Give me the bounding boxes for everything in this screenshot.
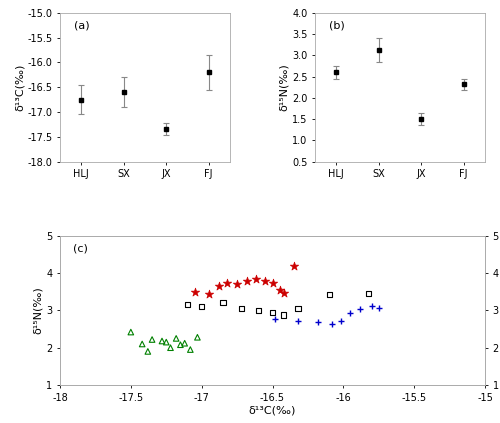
Point: [268, 309, 276, 316]
Point: [186, 346, 194, 353]
Point: [190, 288, 198, 295]
Point: [138, 341, 146, 347]
Point: [184, 302, 192, 308]
Point: [243, 277, 251, 284]
Point: [325, 291, 333, 298]
Point: [268, 279, 276, 286]
Text: (a): (a): [74, 20, 89, 30]
Point: [328, 320, 336, 327]
Point: [365, 290, 373, 297]
Point: [162, 339, 170, 346]
Point: [346, 310, 354, 317]
Point: [223, 279, 231, 286]
Y-axis label: δ¹⁵N(‰): δ¹⁵N(‰): [279, 63, 289, 111]
Point: [254, 307, 262, 314]
Point: [219, 299, 227, 306]
Point: [172, 335, 180, 342]
Point: [314, 319, 322, 326]
Point: [336, 318, 344, 324]
Point: [214, 283, 222, 290]
Point: [294, 318, 302, 324]
Point: [272, 315, 280, 322]
Point: [127, 329, 135, 335]
Point: [368, 302, 376, 309]
Text: (b): (b): [328, 20, 344, 30]
Point: [280, 312, 288, 319]
Point: [290, 262, 298, 269]
Point: [176, 341, 184, 348]
Point: [148, 336, 156, 343]
Point: [294, 305, 302, 312]
Point: [375, 304, 383, 311]
Point: [180, 340, 188, 346]
Point: [356, 305, 364, 312]
Y-axis label: δ¹³C(‰): δ¹³C(‰): [14, 63, 24, 111]
Point: [166, 344, 174, 351]
Point: [233, 281, 241, 288]
Point: [262, 278, 270, 285]
Point: [158, 338, 166, 344]
Point: [144, 348, 152, 355]
Y-axis label: δ¹⁵N(‰): δ¹⁵N(‰): [34, 287, 43, 334]
X-axis label: δ¹³C(‰): δ¹³C(‰): [249, 405, 296, 415]
Point: [280, 289, 288, 296]
Point: [194, 334, 202, 341]
Point: [276, 287, 283, 294]
Point: [238, 305, 246, 312]
Point: [252, 275, 260, 282]
Point: [205, 290, 213, 297]
Text: (c): (c): [73, 244, 88, 253]
Point: [198, 303, 205, 310]
